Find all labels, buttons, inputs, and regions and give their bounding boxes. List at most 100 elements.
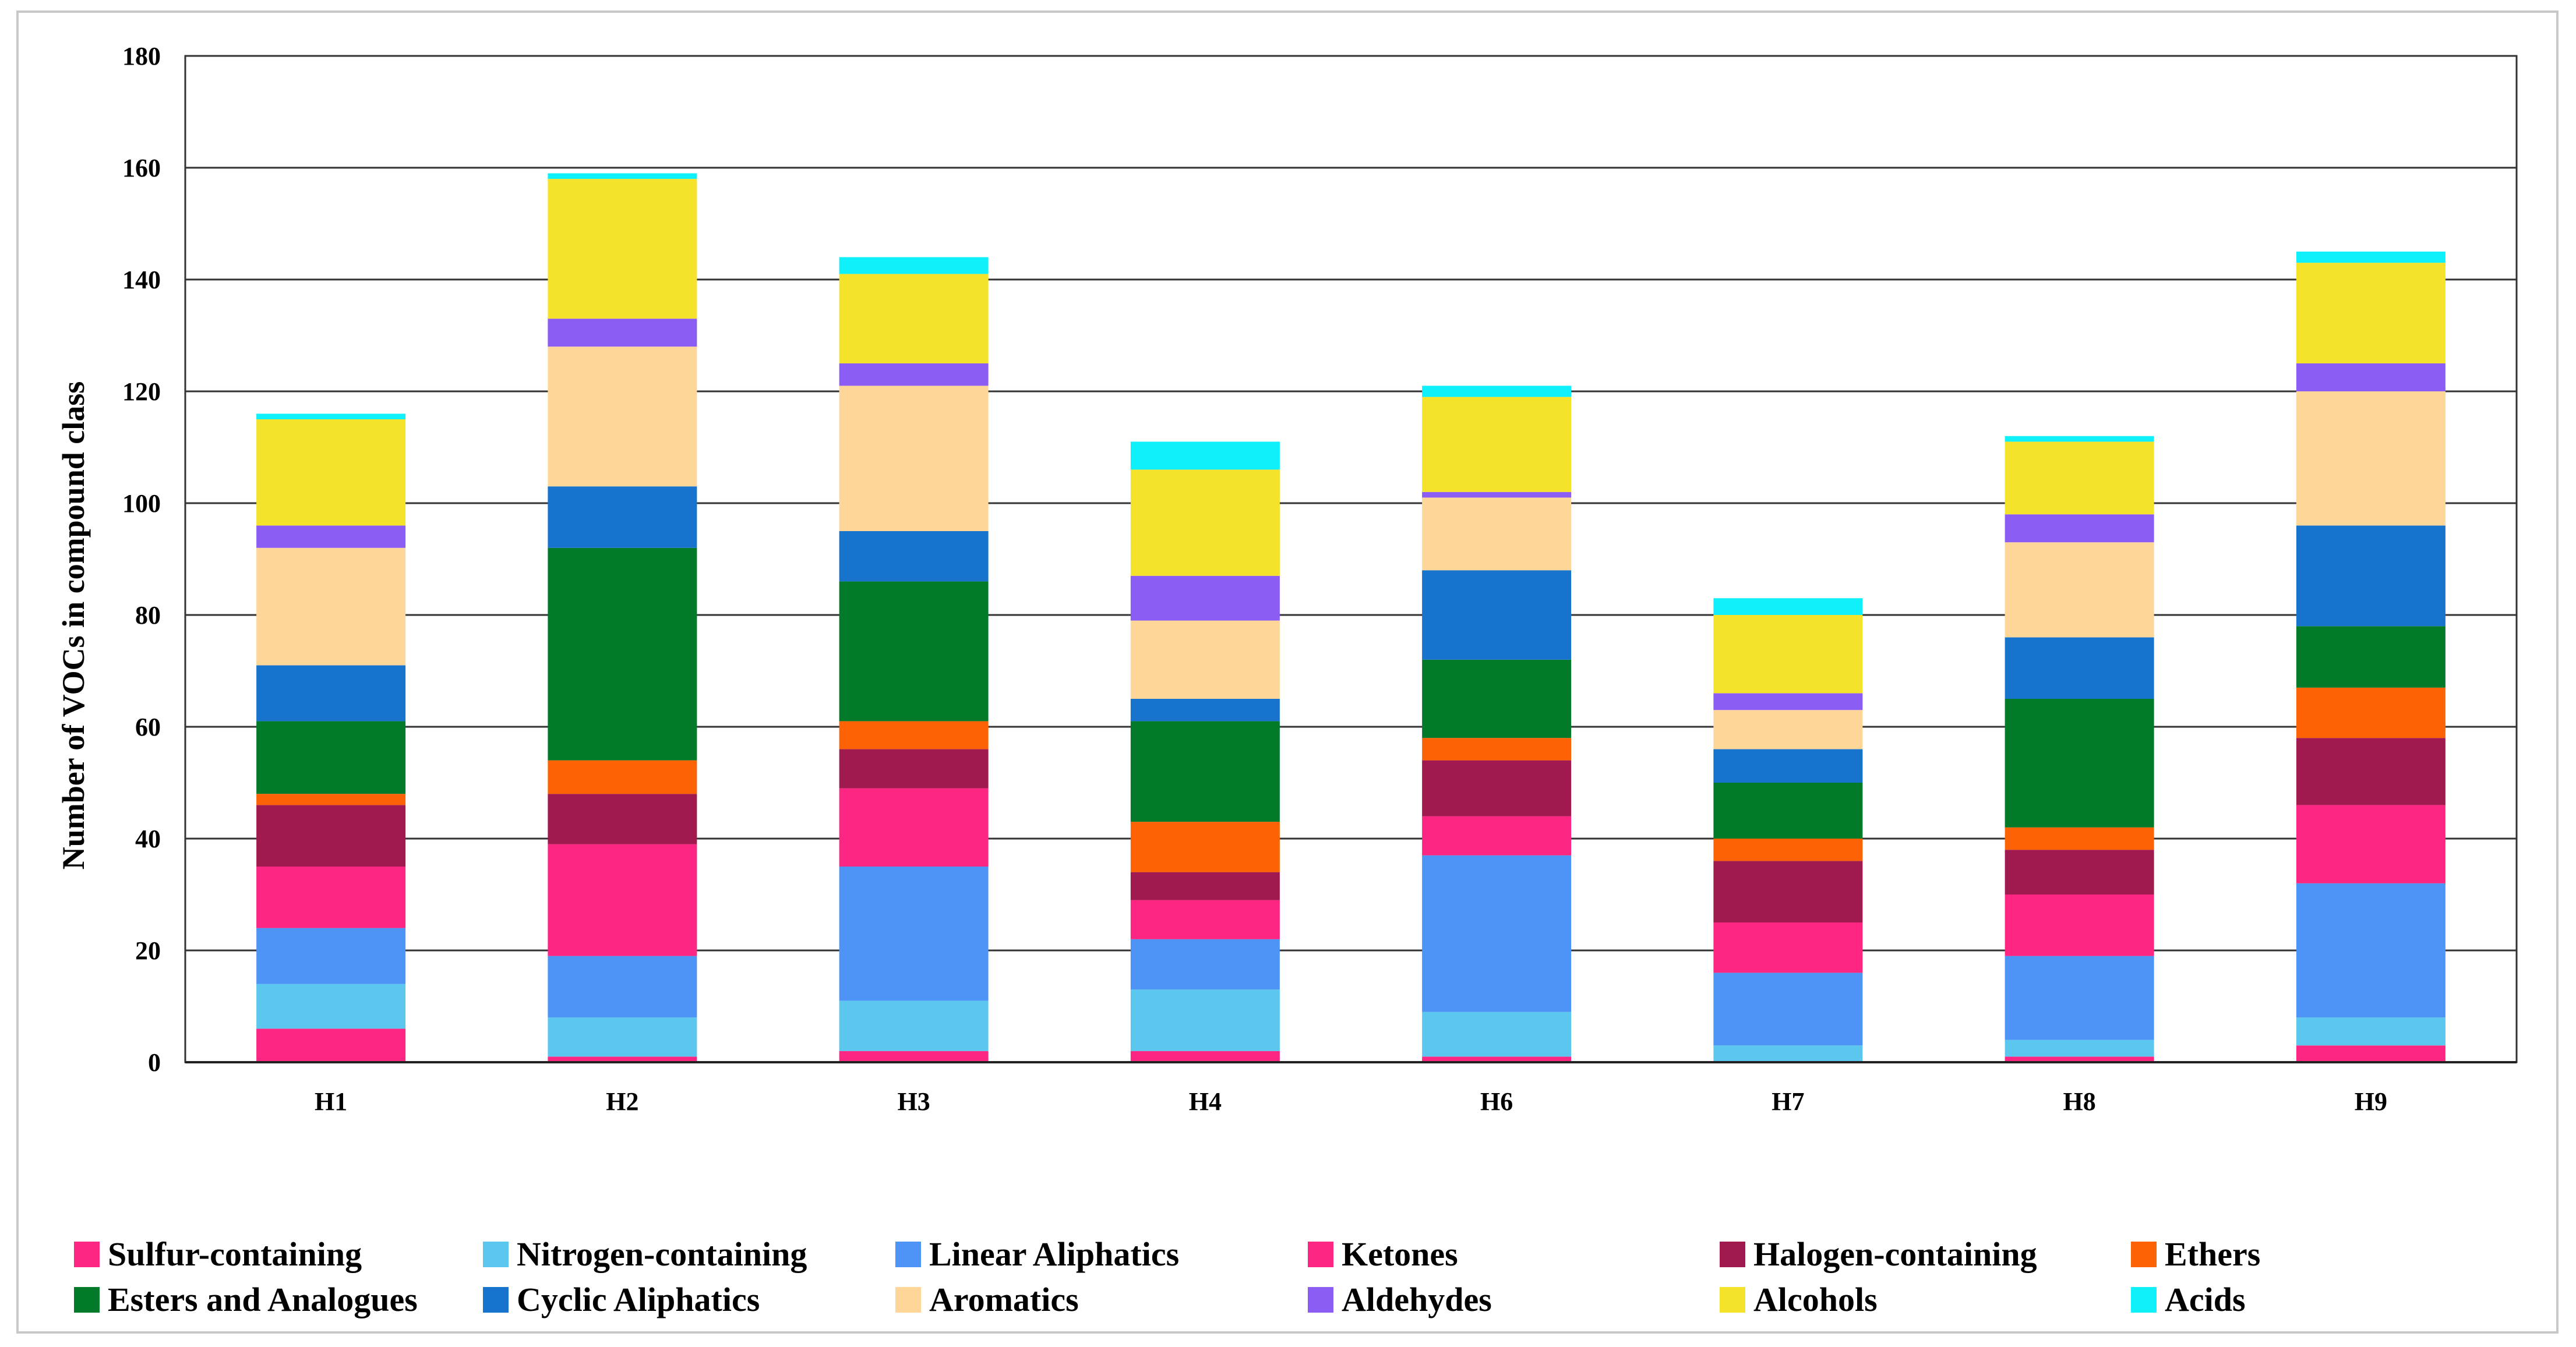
bar-segment — [839, 1051, 989, 1062]
bar-segment — [839, 257, 989, 274]
bar-segment — [1713, 839, 1863, 861]
bar-segment — [1422, 738, 1572, 761]
bar-segment — [548, 1056, 697, 1062]
x-tick-label: H3 — [898, 1087, 930, 1116]
bar-segment — [256, 525, 406, 548]
bar-segment — [1422, 492, 1572, 498]
legend-swatch — [483, 1242, 509, 1267]
bar-segment — [1713, 615, 1863, 694]
bar-segment — [839, 581, 989, 722]
bar-segment — [548, 760, 697, 794]
x-tick-label: H9 — [2355, 1087, 2387, 1116]
y-tick-label: 40 — [135, 825, 161, 853]
bar-segment — [548, 547, 697, 761]
bar-segment — [1422, 570, 1572, 660]
legend-swatch — [1720, 1287, 1745, 1313]
bar-segment — [1713, 783, 1863, 839]
bar-segment — [1130, 469, 1280, 576]
bar-segment — [839, 386, 989, 531]
bar-segment — [2005, 514, 2154, 543]
bar-segment — [2296, 805, 2446, 883]
y-tick-label: 160 — [122, 154, 161, 182]
bar-segment — [548, 956, 697, 1018]
bar-segment — [1713, 973, 1863, 1046]
bar-segment — [1422, 855, 1572, 1012]
bar-segment — [1130, 822, 1280, 872]
bar-segment — [548, 844, 697, 956]
y-tick-label: 80 — [135, 601, 161, 630]
bar-segment — [1422, 386, 1572, 397]
bar-segment — [1713, 749, 1863, 783]
gridlines — [185, 55, 2517, 952]
y-tick-label: 180 — [122, 42, 161, 70]
chart-frame: 0 20 40 60 80 100 120 140 160 180 H1 H2 H3 H4 H6 H7 H8 H… — [16, 10, 2559, 1334]
x-tick-label: H1 — [315, 1087, 347, 1116]
bar-segment — [2296, 1017, 2446, 1046]
bar-segment — [1130, 872, 1280, 900]
bar-segment — [2005, 441, 2154, 515]
bar-segment — [2296, 263, 2446, 363]
bar-segment — [1130, 721, 1280, 822]
bar-segment — [548, 794, 697, 844]
bar-segment — [839, 867, 989, 1001]
bar-segment — [2005, 827, 2154, 850]
legend-label: Aromatics — [929, 1281, 1079, 1318]
bar-segment — [839, 749, 989, 789]
bar-segment — [2296, 252, 2446, 263]
y-tick-label: 140 — [122, 266, 161, 294]
bar-segment — [2005, 850, 2154, 895]
bar-segment — [1130, 575, 1280, 621]
bar-segment — [1422, 816, 1572, 855]
bar-segment — [1422, 497, 1572, 571]
legend-label: Ketones — [1342, 1235, 1458, 1273]
bar-segment — [1713, 1045, 1863, 1062]
legend-label: Acids — [2165, 1281, 2246, 1318]
bar-segment — [1130, 699, 1280, 722]
bar-segment — [548, 1017, 697, 1057]
bar-segment — [2296, 1045, 2446, 1062]
bar-segment — [1422, 1056, 1572, 1062]
bar-segment — [256, 928, 406, 984]
legend-swatch — [74, 1287, 100, 1313]
y-tick-labels: 0 20 40 60 80 100 120 140 160 180 — [122, 42, 161, 1077]
legend-swatch — [74, 1242, 100, 1267]
legend-label: Linear Aliphatics — [929, 1235, 1179, 1273]
x-tick-label: H7 — [1772, 1087, 1804, 1116]
bar-segment — [256, 1028, 406, 1062]
bar-segment — [1713, 710, 1863, 749]
bar-segment — [2005, 436, 2154, 442]
bar-segment — [256, 721, 406, 794]
bar-segment — [2005, 699, 2154, 828]
bar-segment — [1713, 861, 1863, 922]
bar-segment — [256, 413, 406, 419]
bar-segment — [2296, 687, 2446, 738]
bar-segment — [1422, 397, 1572, 492]
bar-segment — [1422, 1012, 1572, 1057]
bar-segment — [256, 665, 406, 722]
bar-segment — [1130, 939, 1280, 990]
bar-segment — [256, 419, 406, 526]
bar-segment — [2296, 626, 2446, 688]
y-tick-label: 60 — [135, 713, 161, 741]
bar-segment — [256, 867, 406, 928]
bar-segment — [548, 173, 697, 179]
bar-segment — [1130, 620, 1280, 699]
legend-label: Ethers — [2165, 1235, 2260, 1273]
bar-segment — [2296, 363, 2446, 391]
bar-segment — [2296, 391, 2446, 526]
bar-segment — [2005, 895, 2154, 956]
bar-segment — [256, 805, 406, 867]
legend-label: Cyclic Aliphatics — [517, 1281, 760, 1318]
bar-segment — [548, 347, 697, 487]
legend-label: Esters and Analogues — [108, 1281, 418, 1318]
bar-segment — [548, 319, 697, 347]
legend-swatch — [895, 1242, 921, 1267]
y-tick-label: 100 — [122, 489, 161, 518]
bar-segment — [2296, 525, 2446, 627]
legend: Sulfur-containing Nitrogen-containing Line… — [74, 1235, 2260, 1318]
bar-segment — [839, 1000, 989, 1051]
bar-segment — [1713, 598, 1863, 615]
bar-segment — [256, 547, 406, 666]
x-tick-label: H2 — [606, 1087, 638, 1116]
